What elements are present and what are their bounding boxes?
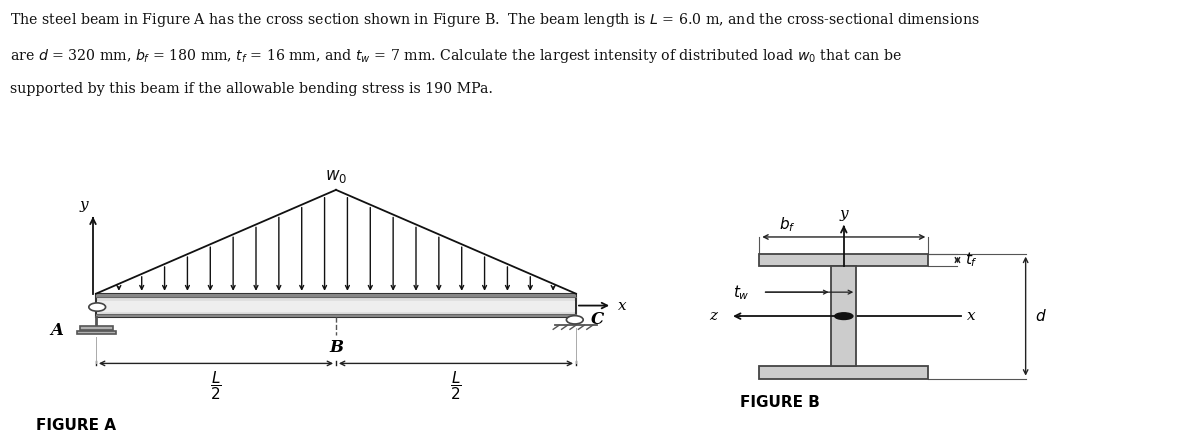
Text: C: C <box>592 312 605 328</box>
Text: A: A <box>50 322 64 339</box>
Text: z: z <box>709 309 718 323</box>
Text: x: x <box>618 299 626 312</box>
Text: B: B <box>329 339 343 356</box>
Text: FIGURE B: FIGURE B <box>740 395 820 410</box>
Bar <box>760 366 929 379</box>
Text: y: y <box>79 198 89 212</box>
Bar <box>760 254 929 266</box>
Bar <box>77 332 115 334</box>
Text: FIGURE A: FIGURE A <box>36 418 116 433</box>
Text: x: x <box>967 309 976 323</box>
Circle shape <box>835 313 853 320</box>
Text: $w_0$: $w_0$ <box>325 168 347 186</box>
Text: The steel beam in Figure A has the cross section shown in Figure B.  The beam le: The steel beam in Figure A has the cross… <box>10 11 979 29</box>
Bar <box>96 314 576 317</box>
Text: $\dfrac{L}{2}$: $\dfrac{L}{2}$ <box>210 369 222 401</box>
Circle shape <box>89 303 106 311</box>
Bar <box>832 266 856 366</box>
Bar <box>96 294 576 297</box>
Text: y: y <box>840 207 848 221</box>
Text: $b_f$: $b_f$ <box>779 215 796 234</box>
Bar <box>96 294 576 317</box>
Text: are $d$ = 320 mm, $b_f$ = 180 mm, $t_f$ = 16 mm, and $t_w$ = 7 mm. Calculate the: are $d$ = 320 mm, $b_f$ = 180 mm, $t_f$ … <box>10 47 901 65</box>
Text: $\dfrac{L}{2}$: $\dfrac{L}{2}$ <box>450 369 462 401</box>
Bar <box>97 301 575 312</box>
Text: $t_f$: $t_f$ <box>965 251 978 269</box>
Bar <box>79 326 113 330</box>
Text: $t_w$: $t_w$ <box>733 283 750 302</box>
Text: supported by this beam if the allowable bending stress is 190 MPa.: supported by this beam if the allowable … <box>10 82 493 96</box>
Circle shape <box>566 316 583 324</box>
Text: $d$: $d$ <box>1036 308 1048 324</box>
